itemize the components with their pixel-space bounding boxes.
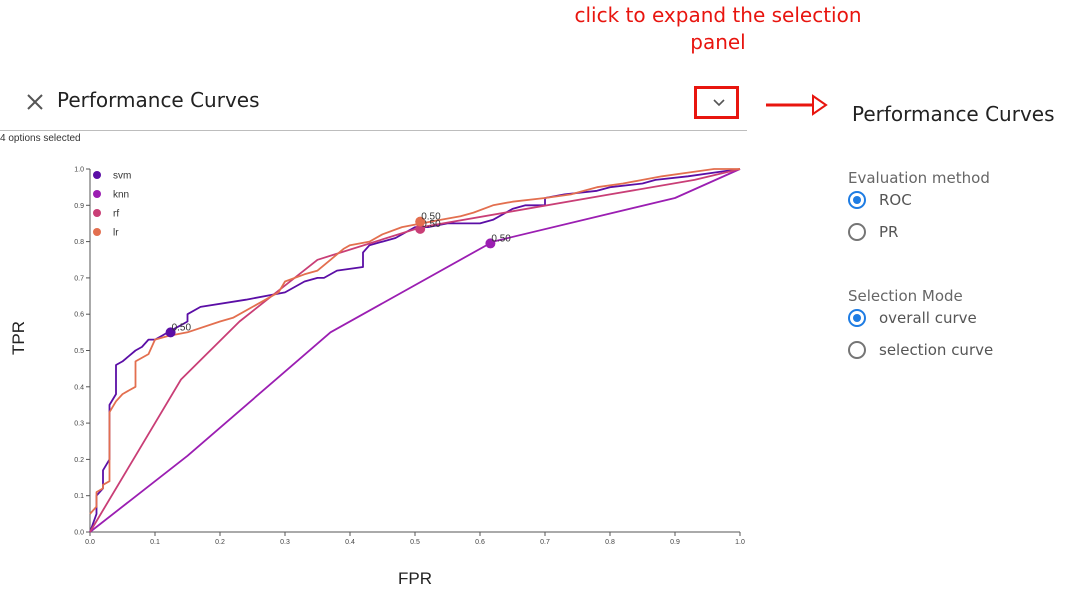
threshold-label-lr: 0.50 bbox=[421, 212, 441, 223]
x-tick-label: 0.2 bbox=[215, 539, 225, 546]
legend-label-knn: knn bbox=[113, 190, 129, 201]
y-axis-label: TPR bbox=[9, 321, 28, 355]
series-line-svm bbox=[89, 168, 741, 533]
radio-overall-curve-label: overall curve bbox=[879, 309, 977, 327]
x-tick-label: 0.6 bbox=[475, 539, 485, 546]
threshold-label-rf: 0.50 bbox=[421, 219, 441, 230]
x-tick-label: 1.0 bbox=[735, 539, 745, 546]
legend-label-svm: svm bbox=[113, 171, 131, 182]
evaluation-method-label: Evaluation method bbox=[848, 169, 990, 187]
y-tick-label: 0.6 bbox=[74, 312, 84, 319]
close-icon[interactable] bbox=[26, 93, 44, 111]
radio-overall-curve[interactable]: overall curve bbox=[848, 306, 977, 330]
annotation-line-2: panel bbox=[690, 30, 746, 54]
series-line-knn bbox=[89, 168, 741, 533]
x-tick-label: 0.9 bbox=[670, 539, 680, 546]
y-tick-label: 0.5 bbox=[74, 348, 84, 355]
y-tick-label: 1.0 bbox=[74, 167, 84, 174]
x-tick-label: 0.1 bbox=[150, 539, 160, 546]
threshold-label-knn: 0.50 bbox=[491, 233, 511, 244]
radio-pr[interactable]: PR bbox=[848, 220, 898, 244]
threshold-point-rf bbox=[415, 223, 426, 234]
radio-button-checked[interactable] bbox=[848, 309, 866, 327]
radio-button-checked[interactable] bbox=[848, 191, 866, 209]
legend-label-rf: rf bbox=[113, 209, 119, 220]
chevron-down-icon[interactable] bbox=[710, 96, 728, 110]
radio-roc[interactable]: ROC bbox=[848, 188, 912, 212]
y-tick-label: 0.9 bbox=[74, 203, 84, 210]
x-tick-label: 0.5 bbox=[410, 539, 420, 546]
threshold-point-lr bbox=[415, 216, 426, 227]
y-tick-label: 0.7 bbox=[74, 275, 84, 282]
arrow-right-icon bbox=[766, 94, 828, 116]
x-tick-label: 0.7 bbox=[540, 539, 550, 546]
legend-marker-svm bbox=[93, 171, 101, 179]
radio-selection-curve-label: selection curve bbox=[879, 341, 994, 359]
x-tick-label: 0.8 bbox=[605, 539, 615, 546]
x-tick-label: 0.4 bbox=[345, 539, 355, 546]
y-tick-label: 0.1 bbox=[74, 493, 84, 500]
x-tick-label: 0.3 bbox=[280, 539, 290, 546]
y-tick-label: 0.3 bbox=[74, 421, 84, 428]
selection-summary: 4 options selected bbox=[0, 133, 81, 144]
radio-roc-label: ROC bbox=[879, 191, 912, 209]
legend-marker-rf bbox=[93, 209, 101, 217]
header-divider bbox=[0, 130, 747, 131]
annotation-line-1: click to expand the selection bbox=[574, 3, 862, 27]
threshold-label-svm: 0.50 bbox=[172, 322, 192, 333]
x-tick-label: 0.0 bbox=[85, 539, 95, 546]
legend-marker-knn bbox=[93, 190, 101, 198]
x-axis-label: FPR bbox=[398, 569, 432, 588]
y-tick-label: 0.0 bbox=[74, 530, 84, 537]
page-title: Performance Curves bbox=[57, 88, 260, 112]
y-tick-label: 0.2 bbox=[74, 457, 84, 464]
y-tick-label: 0.4 bbox=[74, 384, 84, 391]
expand-button-highlight bbox=[694, 86, 739, 119]
y-tick-label: 0.8 bbox=[74, 239, 84, 246]
radio-button[interactable] bbox=[848, 223, 866, 241]
annotation-note: click to expand the selection panel bbox=[568, 2, 868, 56]
radio-button[interactable] bbox=[848, 341, 866, 359]
roc-chart: 0.0 0.1 0.2 0.3 0.4 0.5 0.6 0.7 0.8 0.9 1.0 0.0 0.1 0… bbox=[74, 167, 745, 547]
legend-label-lr: lr bbox=[113, 228, 119, 239]
panel-title: Performance Curves bbox=[852, 102, 1055, 126]
selection-mode-label: Selection Mode bbox=[848, 287, 963, 305]
legend-marker-lr bbox=[93, 228, 101, 236]
series-line-lr bbox=[89, 168, 740, 515]
series-line-rf bbox=[89, 168, 741, 533]
radio-pr-label: PR bbox=[879, 223, 899, 241]
threshold-point-svm bbox=[165, 327, 176, 338]
threshold-point-knn bbox=[485, 238, 496, 249]
radio-selection-curve[interactable]: selection curve bbox=[848, 338, 993, 362]
